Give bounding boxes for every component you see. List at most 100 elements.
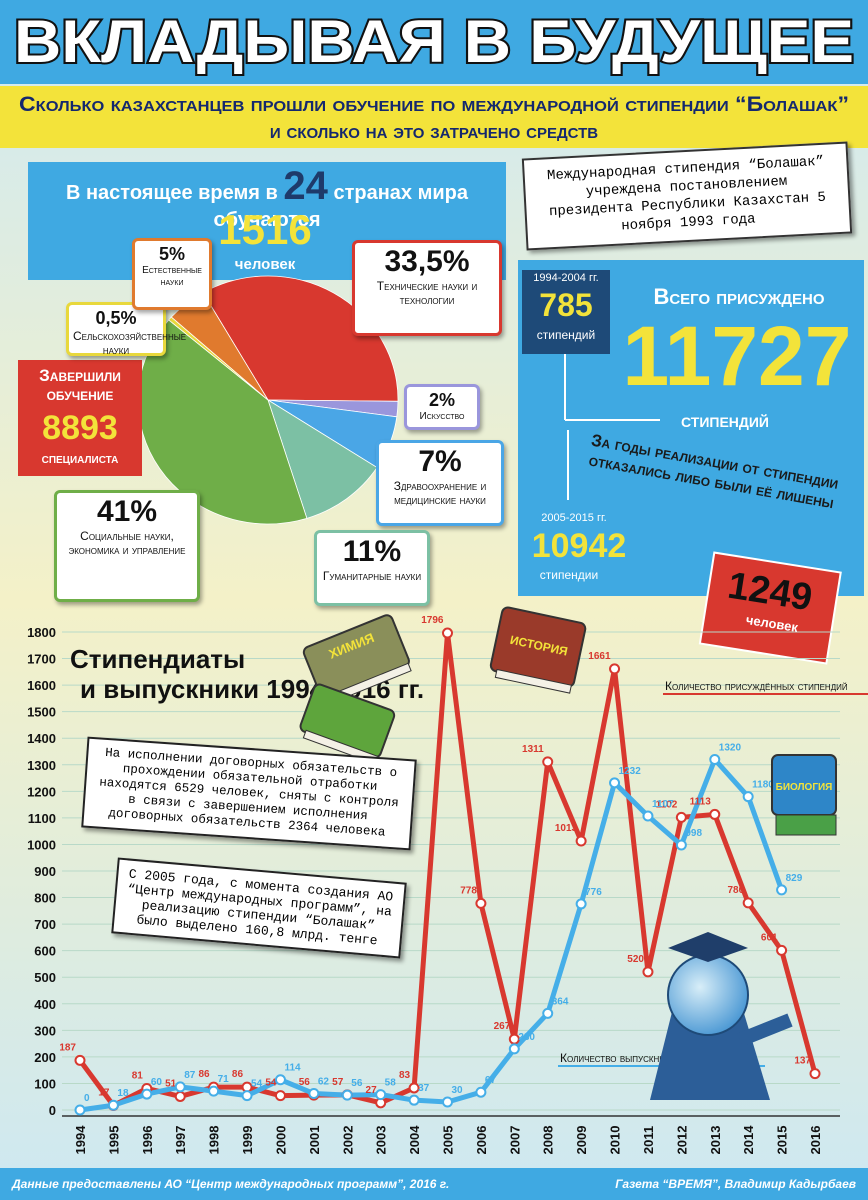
- countries-text: В настоящее время в 24 странах мира обуч…: [30, 164, 504, 232]
- data-point: [274, 1074, 286, 1086]
- data-point: [709, 753, 721, 765]
- people-number: 1516: [218, 206, 312, 253]
- data-point: [208, 1085, 220, 1097]
- data-label: 114: [284, 1063, 301, 1074]
- completed-label: Завершили обучение: [39, 366, 121, 404]
- pie-slice: [202, 275, 399, 402]
- pie-label-box: 33,5% Технические науки и технологии: [352, 240, 502, 336]
- data-label: 30: [452, 1085, 464, 1096]
- data-label: 1320: [719, 742, 742, 753]
- period2-number: 10942: [531, 527, 627, 565]
- line-chart: 0100200300400500600700800900100011001200…: [27, 615, 868, 1154]
- data-point: [375, 1089, 387, 1101]
- pie-label-box: 2% Искусство: [404, 384, 480, 430]
- x-tick-label: 1994: [73, 1125, 88, 1155]
- data-point: [809, 1068, 821, 1080]
- footer-right: Газета “ВРЕМЯ”, Владимир Кадырбаев: [615, 1177, 856, 1191]
- data-label: 780: [727, 885, 744, 896]
- data-point: [776, 884, 788, 896]
- data-point: [508, 1043, 520, 1055]
- data-label: 1661: [588, 651, 611, 662]
- pie-label-box: 41% Социальные науки, экономика и управле…: [54, 490, 200, 602]
- countries-before: В настоящее время в: [65, 182, 278, 204]
- x-tick-label: 2014: [741, 1125, 756, 1155]
- pie-label-box: 7% Здравоохранение и медицинские науки: [376, 440, 504, 526]
- period1-number: 785: [539, 287, 593, 323]
- x-tick-label: 2015: [775, 1126, 790, 1155]
- book: ХИМИЯ: [302, 614, 412, 704]
- data-label: 0: [84, 1093, 90, 1104]
- y-tick-label: 1200: [27, 784, 56, 799]
- pie-label-box: 0,5% Сельскохозяйственные науки: [66, 302, 186, 357]
- data-label: 27: [366, 1085, 378, 1096]
- data-point: [475, 1086, 487, 1098]
- pie-category: Искусство: [419, 411, 465, 422]
- x-tick-label: 1997: [173, 1126, 188, 1155]
- y-tick-label: 1300: [27, 758, 56, 773]
- data-label: 60: [151, 1077, 163, 1088]
- book: ИСТОРИЯ: [489, 606, 587, 694]
- x-tick-label: 2004: [407, 1125, 422, 1155]
- data-label: 37: [418, 1083, 430, 1094]
- period1-unit: стипендий: [536, 328, 596, 342]
- data-label: 57: [332, 1077, 344, 1088]
- pie: [137, 275, 399, 525]
- y-tick-label: 700: [34, 917, 56, 932]
- pie-value-label: 0,5%: [95, 308, 137, 328]
- data-point: [642, 966, 654, 978]
- x-tick-label: 2008: [541, 1126, 556, 1155]
- subtitle-band: [0, 86, 868, 148]
- x-tick-label: 2003: [374, 1126, 389, 1155]
- x-tick-label: 2001: [307, 1126, 322, 1155]
- data-label: 86: [232, 1069, 244, 1080]
- period2-unit: стипендии: [539, 568, 599, 582]
- y-tick-label: 800: [34, 891, 56, 906]
- pie-category: Социальные науки, экономика и управление: [68, 529, 186, 557]
- subtitle-line: и сколько на это затрачено средств: [270, 120, 598, 143]
- book: БИОЛОГИЯ: [771, 754, 837, 836]
- x-tick-label: 2006: [474, 1126, 489, 1155]
- y-tick-label: 900: [34, 864, 56, 879]
- data-point: [408, 1094, 420, 1106]
- x-tick-label: 2000: [273, 1126, 288, 1155]
- period1-box: [522, 270, 610, 354]
- data-point: [675, 811, 687, 823]
- data-label: 230: [518, 1032, 535, 1043]
- y-tick-label: 1400: [27, 731, 56, 746]
- data-point: [341, 1089, 353, 1101]
- data-point: [742, 791, 754, 803]
- data-label: 71: [218, 1074, 230, 1085]
- data-point: [442, 1096, 453, 1108]
- y-tick-label: 200: [34, 1050, 56, 1065]
- chart-title: Стипендиаты: [70, 644, 245, 674]
- data-point: [609, 663, 621, 675]
- data-label: 17: [98, 1087, 110, 1098]
- period2-label: 2005-2015 гг.: [541, 512, 607, 524]
- x-tick-label: 2016: [808, 1126, 823, 1155]
- data-point: [274, 1090, 286, 1102]
- data-point: [241, 1090, 253, 1102]
- data-label: 1232: [619, 766, 642, 777]
- pie-category: Гуманитарные науки: [322, 569, 422, 583]
- y-tick-label: 1000: [27, 837, 56, 852]
- subtitle-line: Сколько казахстанцев прошли обучение по …: [19, 93, 849, 116]
- data-label: 1180: [752, 780, 774, 791]
- pie-slice: [267, 399, 378, 519]
- data-point: [575, 898, 587, 910]
- footer-left: Данные предоставлены АО “Центр междунаро…: [11, 1177, 449, 1191]
- decree-box: Международная стипендия “Болашак” учрежд…: [521, 141, 853, 251]
- footer-band: [0, 1168, 868, 1200]
- data-label: 1107: [652, 799, 674, 810]
- pie-category: Здравоохранение и медицинские науки: [393, 479, 487, 507]
- pie-value-label: 41%: [96, 495, 158, 528]
- x-tick-label: 2009: [574, 1126, 589, 1155]
- legend-label: Количество выпускников: [560, 1051, 681, 1065]
- total-number: 11727: [622, 309, 852, 403]
- completed-unit: специалиста: [41, 450, 119, 466]
- y-tick-label: 1100: [28, 811, 56, 826]
- x-tick-label: 2011: [641, 1126, 656, 1154]
- book-pages: [494, 668, 572, 694]
- data-label: 67: [485, 1075, 497, 1086]
- data-label: 776: [585, 887, 602, 898]
